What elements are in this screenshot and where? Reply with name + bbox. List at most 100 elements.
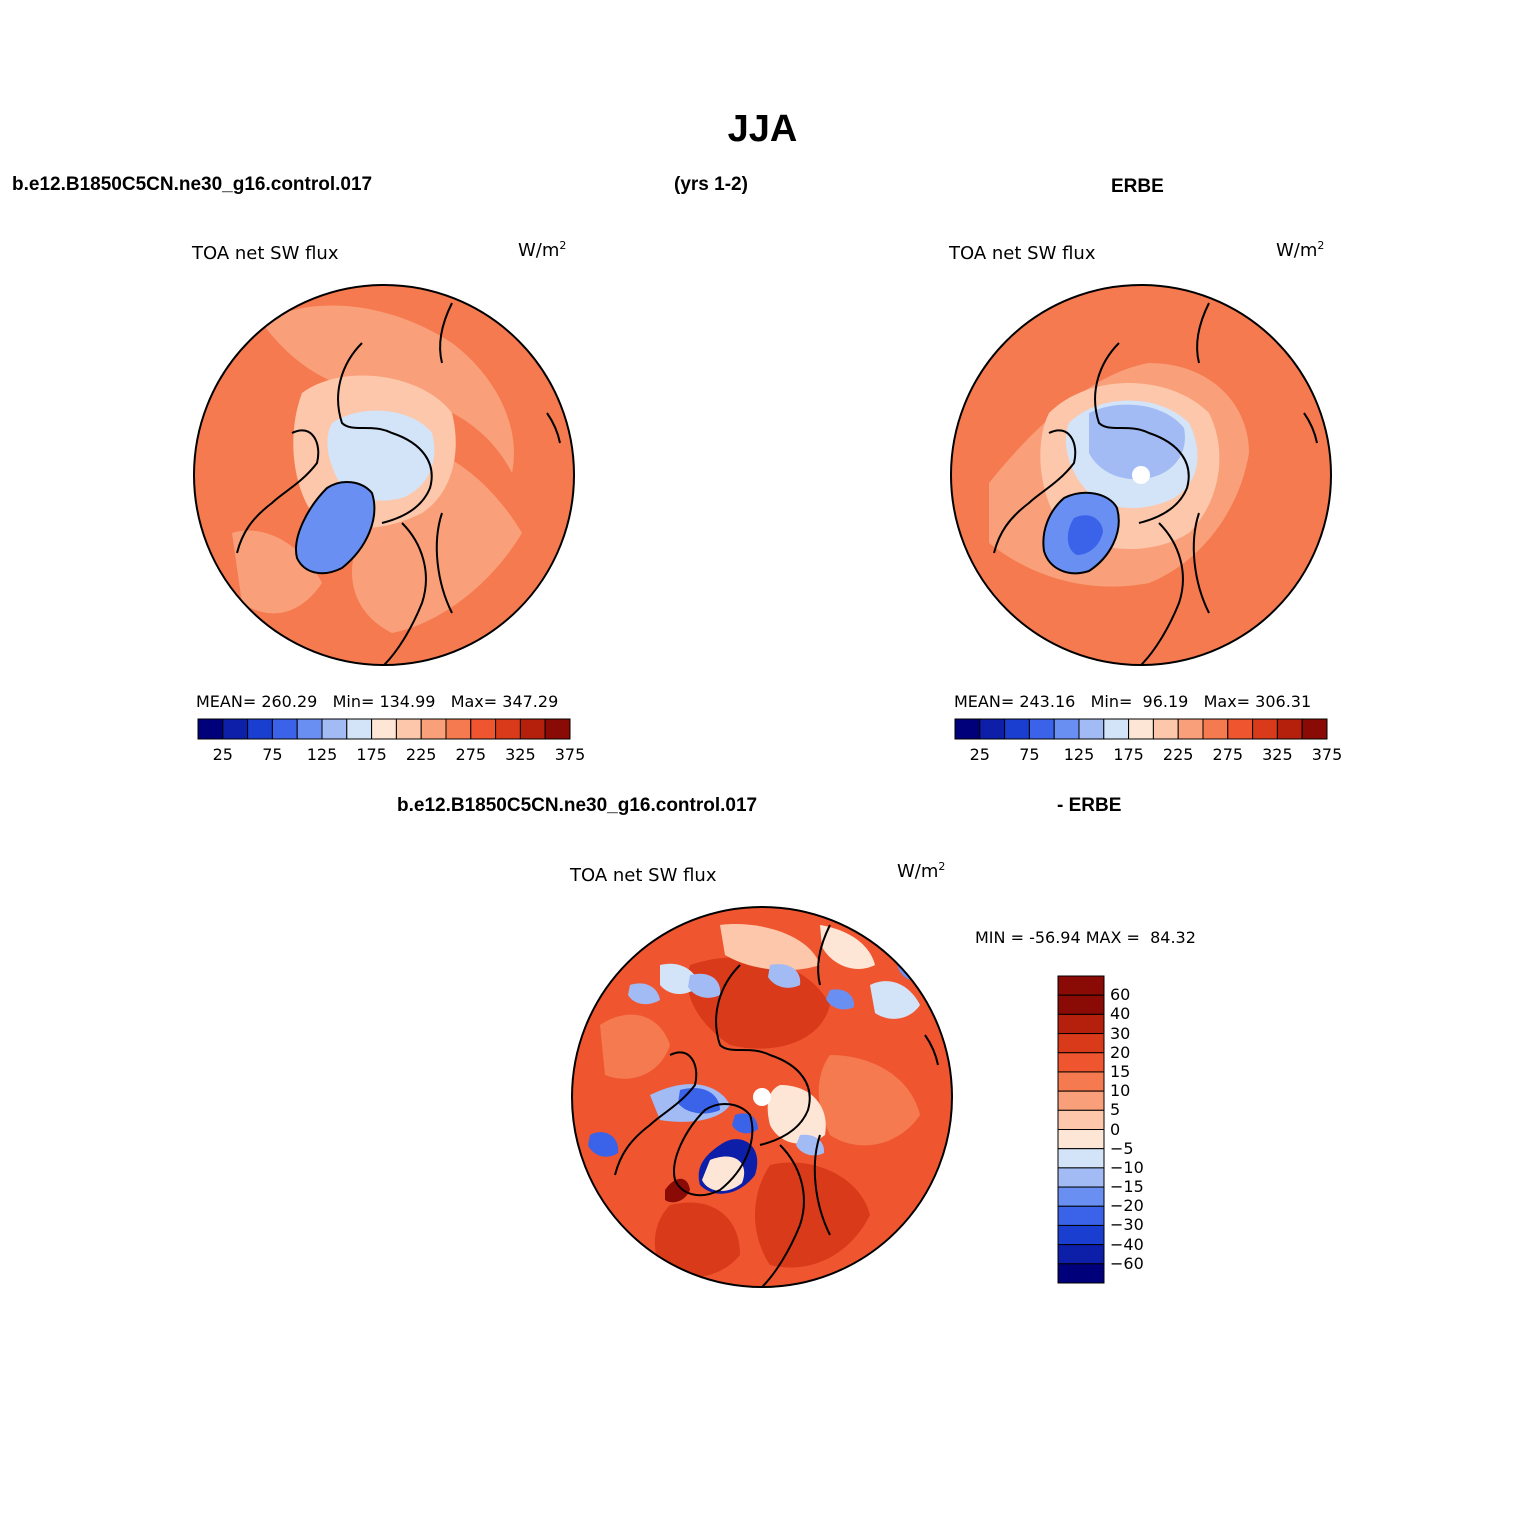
colorbar-swatch bbox=[1057, 1052, 1105, 1073]
diff-colorbar bbox=[1057, 975, 1105, 1284]
colorbar-swatch bbox=[197, 718, 224, 740]
colorbar-swatch bbox=[1057, 1129, 1105, 1150]
model-stats: MEAN= 260.29 Min= 134.99 Max= 347.29 bbox=[196, 692, 559, 711]
colorbar-tick-label: 25 bbox=[212, 745, 233, 764]
colorbar-swatch bbox=[1252, 718, 1278, 740]
colorbar-tick-label: 20 bbox=[1110, 1042, 1131, 1062]
colorbar-swatch bbox=[1057, 1071, 1105, 1092]
colorbar-swatch bbox=[1057, 975, 1105, 996]
colorbar-swatch bbox=[519, 718, 546, 740]
colorbar-swatch bbox=[445, 718, 472, 740]
colorbar-swatch bbox=[1057, 1090, 1105, 1111]
colorbar-swatch bbox=[1057, 1186, 1105, 1207]
colorbar-tick-label: −60 bbox=[1110, 1253, 1144, 1273]
obs-polar-map bbox=[950, 284, 1332, 666]
colorbar-swatch bbox=[296, 718, 323, 740]
colorbar-swatch bbox=[1276, 718, 1303, 740]
colorbar-swatch bbox=[1057, 1033, 1105, 1054]
colorbar-tick-label: 125 bbox=[1063, 745, 1095, 764]
model-units-label: W/m2 bbox=[518, 239, 567, 261]
colorbar-tick-label: 375 bbox=[1311, 745, 1343, 764]
colorbar-tick-label: 175 bbox=[1113, 745, 1144, 764]
obs-variable-label: TOA net SW flux bbox=[949, 243, 1096, 264]
colorbar-tick-label: 60 bbox=[1110, 985, 1131, 1005]
model-colorbar-ticks: 25 75 125 175 225 275 325 375 bbox=[198, 745, 586, 765]
colorbar-swatch bbox=[1057, 1013, 1105, 1035]
colorbar-swatch bbox=[954, 718, 981, 740]
colorbar-swatch bbox=[1078, 718, 1105, 740]
figure-title: JJA bbox=[727, 108, 798, 150]
colorbar-swatch bbox=[1057, 994, 1105, 1015]
colorbar-swatch bbox=[321, 718, 348, 740]
model-variable-label: TOA net SW flux bbox=[192, 243, 339, 264]
years-label: (yrs 1-2) bbox=[674, 174, 748, 195]
colorbar-swatch bbox=[346, 718, 373, 740]
model-colorbar bbox=[197, 718, 571, 740]
diff-case-name: b.e12.B1850C5CN.ne30_g16.control.017 bbox=[397, 795, 758, 816]
colorbar-tick-label: 15 bbox=[1110, 1061, 1131, 1081]
colorbar-swatch bbox=[495, 718, 521, 740]
colorbar-swatch bbox=[1057, 1167, 1105, 1188]
colorbar-swatch bbox=[1057, 1263, 1105, 1284]
colorbar-swatch bbox=[979, 718, 1006, 740]
diff-units-label: W/m2 bbox=[897, 860, 946, 882]
colorbar-swatch bbox=[420, 718, 447, 740]
diff-stats: MIN = -56.94 MAX = 84.32 bbox=[975, 928, 1196, 947]
colorbar-tick-label: 40 bbox=[1110, 1004, 1131, 1024]
diff-polar-map bbox=[571, 906, 953, 1288]
colorbar-swatch bbox=[371, 718, 397, 740]
colorbar-swatch bbox=[1177, 718, 1204, 740]
colorbar-tick-label: 75 bbox=[1019, 745, 1040, 764]
colorbar-tick-label: −15 bbox=[1110, 1177, 1144, 1197]
colorbar-tick-label: 0 bbox=[1110, 1119, 1121, 1139]
colorbar-tick-label: 5 bbox=[1110, 1100, 1121, 1120]
colorbar-tick-label: −5 bbox=[1110, 1138, 1134, 1158]
colorbar-swatch bbox=[1057, 1224, 1105, 1246]
obs-name: ERBE bbox=[1111, 176, 1164, 197]
colorbar-swatch bbox=[222, 718, 249, 740]
colorbar-swatch bbox=[271, 718, 298, 740]
colorbar-swatch bbox=[1053, 718, 1080, 740]
colorbar-tick-label: 25 bbox=[969, 745, 990, 764]
colorbar-tick-label: 225 bbox=[405, 745, 437, 764]
colorbar-tick-label: 325 bbox=[505, 745, 536, 764]
colorbar-tick-label: 75 bbox=[262, 745, 283, 764]
colorbar-swatch bbox=[470, 718, 497, 740]
colorbar-tick-label: −20 bbox=[1110, 1196, 1144, 1216]
colorbar-tick-label: 375 bbox=[554, 745, 586, 764]
colorbar-tick-label: −30 bbox=[1110, 1215, 1144, 1235]
colorbar-swatch bbox=[1301, 718, 1328, 740]
colorbar-swatch bbox=[1004, 718, 1030, 740]
colorbar-tick-label: −10 bbox=[1110, 1157, 1144, 1177]
model-polar-map bbox=[193, 284, 575, 666]
colorbar-tick-label: 10 bbox=[1110, 1081, 1131, 1101]
obs-colorbar-ticks: 25 75 125 175 225 275 325 375 bbox=[955, 745, 1343, 765]
colorbar-tick-label: −40 bbox=[1110, 1234, 1144, 1254]
colorbar-swatch bbox=[1057, 1205, 1105, 1226]
colorbar-tick-label: 225 bbox=[1162, 745, 1194, 764]
colorbar-swatch bbox=[1057, 1148, 1105, 1169]
colorbar-tick-label: 175 bbox=[356, 745, 387, 764]
colorbar-swatch bbox=[1152, 718, 1179, 740]
colorbar-swatch bbox=[1128, 718, 1154, 740]
colorbar-swatch bbox=[1103, 718, 1130, 740]
colorbar-tick-label: 325 bbox=[1262, 745, 1293, 764]
colorbar-tick-label: 30 bbox=[1110, 1023, 1131, 1043]
colorbar-swatch bbox=[1057, 1244, 1105, 1265]
obs-stats: MEAN= 243.16 Min= 96.19 Max= 306.31 bbox=[954, 692, 1312, 711]
diff-colorbar-ticks: 60 40 30 20 15 10 5 0 −5 −10 −15 −20 −30 −40 −60 bbox=[1110, 976, 1170, 1283]
diff-variable-label: TOA net SW flux bbox=[570, 865, 717, 886]
colorbar-swatch bbox=[395, 718, 422, 740]
obs-units-label: W/m2 bbox=[1276, 239, 1325, 261]
colorbar-tick-label: 275 bbox=[1212, 745, 1244, 764]
colorbar-swatch bbox=[1028, 718, 1055, 740]
colorbar-tick-label: 125 bbox=[306, 745, 338, 764]
diff-suffix: - ERBE bbox=[1057, 795, 1122, 816]
colorbar-swatch bbox=[247, 718, 273, 740]
colorbar-swatch bbox=[1202, 718, 1229, 740]
case-name: b.e12.B1850C5CN.ne30_g16.control.017 bbox=[12, 174, 373, 195]
colorbar-tick-label: 275 bbox=[455, 745, 487, 764]
obs-colorbar bbox=[954, 718, 1328, 740]
colorbar-swatch bbox=[1057, 1109, 1105, 1130]
colorbar-swatch bbox=[544, 718, 571, 740]
